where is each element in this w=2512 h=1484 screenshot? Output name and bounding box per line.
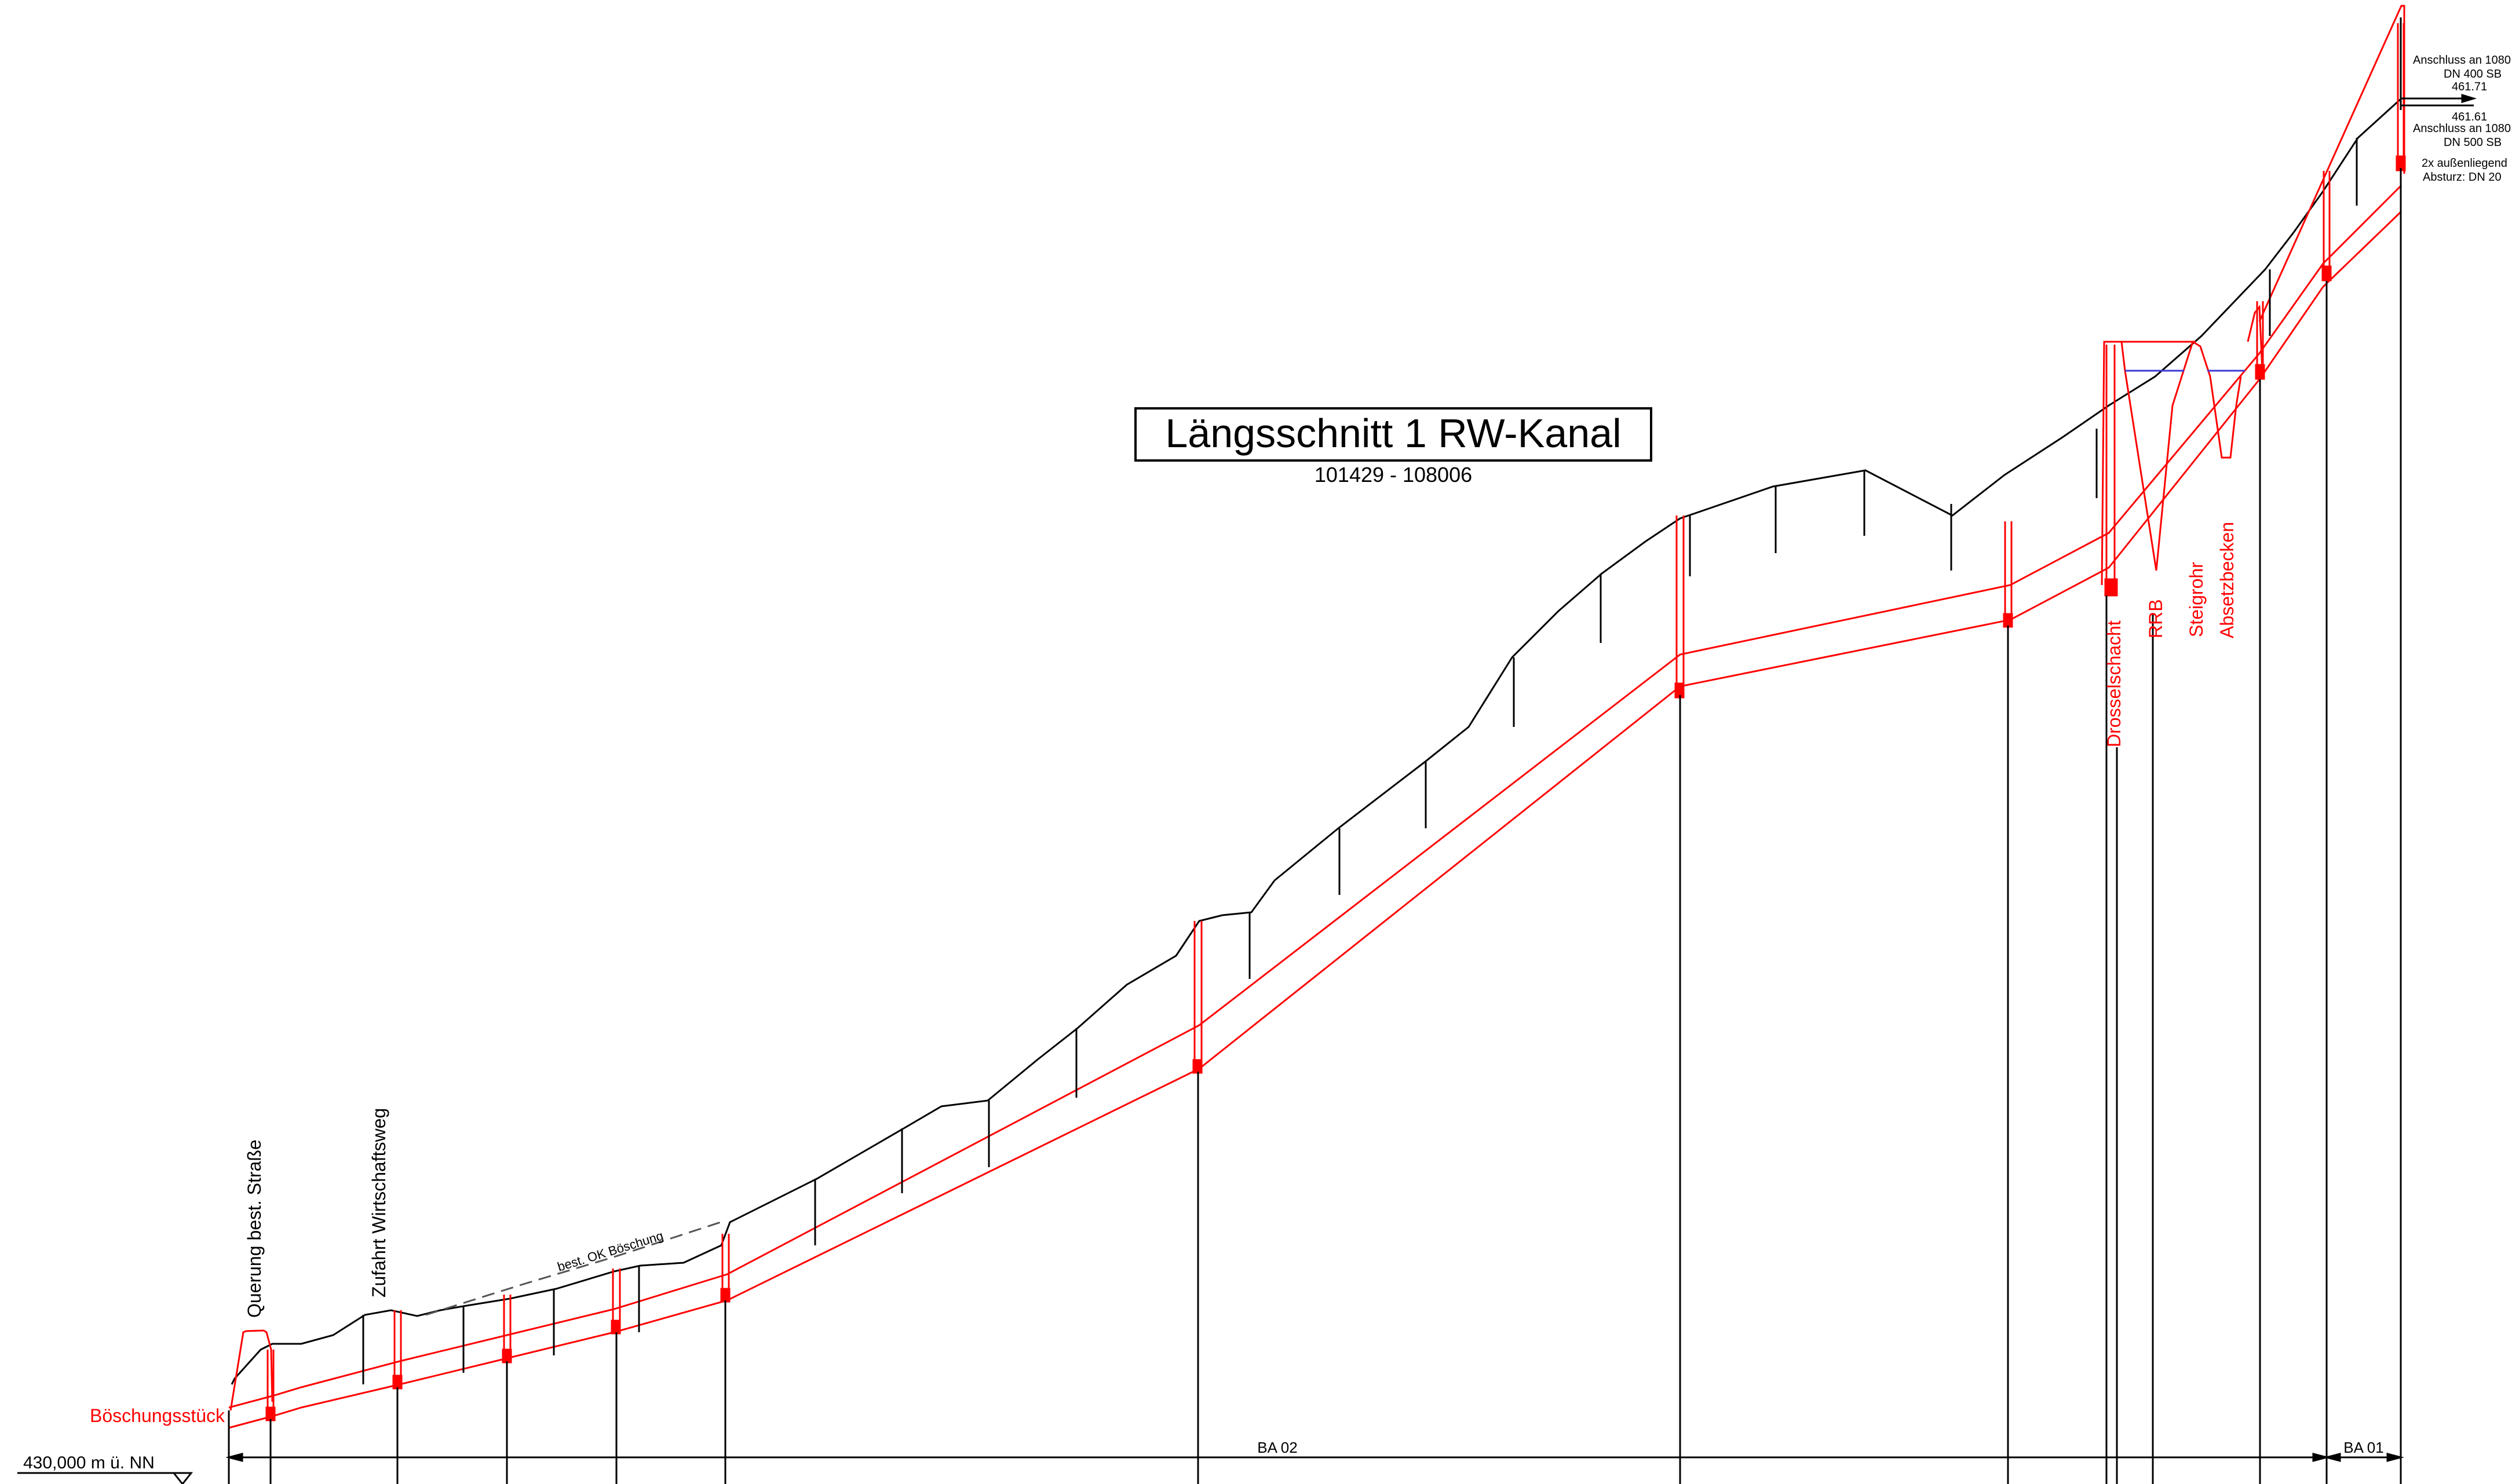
label-boeschung-ok: best. OK Böschung [556, 1228, 665, 1274]
note-absturz: Absturz: DN 20 [2423, 171, 2502, 184]
note-dn400: DN 400 SB [2444, 68, 2502, 81]
station-lines [228, 168, 2402, 1484]
note-anschluss-1: Anschluss an 1080 [2413, 54, 2511, 67]
terrain-profile-line [231, 97, 2403, 1385]
title-main: Längsschnitt 1 RW-Kanal [1165, 411, 1621, 456]
title-sub: 101429 - 108006 [1315, 463, 1472, 487]
station-ticks [362, 17, 2402, 1384]
label-steigrohr: Steigrohr [2186, 562, 2207, 637]
label-absetzbecken: Absetzbecken [2217, 522, 2237, 638]
datum-marker: 430,000 m ü. NN [17, 1453, 193, 1484]
title-box [1134, 407, 1652, 462]
top-right-notes: Anschluss an 1080 DN 400 SB 461.71 461.6… [2413, 54, 2511, 184]
pipe-invert-line [228, 210, 2403, 1429]
note-dn500: DN 500 SB [2444, 136, 2502, 149]
section-dimension-lines [225, 1453, 2404, 1462]
section-label-ba01: BA 01 [2343, 1439, 2383, 1456]
label-querung: Querung best. Straße [244, 1139, 265, 1318]
embankment-top-dashed-line [425, 1220, 725, 1316]
note-elev-2: 461.61 [2452, 111, 2487, 123]
top-right-pipe-outline [2258, 5, 2405, 322]
title-block: Längsschnitt 1 RW-Kanal 101429 - 108006 [1134, 407, 1652, 487]
datum-label: 430,000 m ü. NN [23, 1453, 155, 1472]
connection-arrows [2401, 93, 2477, 107]
pipe-crown-line [228, 184, 2403, 1409]
note-anschluss-2: Anschluss an 1080 [2413, 122, 2511, 135]
note-elev-1: 461.71 [2452, 81, 2487, 93]
label-rrb: RRB [2145, 599, 2166, 638]
manhole-shafts [265, 23, 2406, 1421]
label-drosselschacht: Drosselschacht [2104, 620, 2124, 747]
section-label-ba02: BA 02 [1257, 1439, 1297, 1456]
embankment-piece-outline [229, 1329, 273, 1411]
label-zufahrt: Zufahrt Wirtschaftsweg [368, 1108, 389, 1297]
label-boeschungsstueck: Böschungsstück [90, 1405, 225, 1426]
note-aussenliegend: 2x außenliegend [2422, 157, 2507, 170]
